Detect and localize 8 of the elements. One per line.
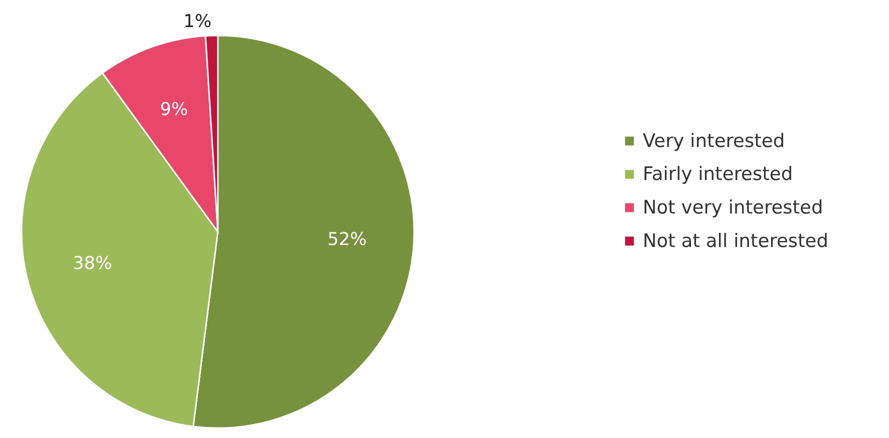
legend-label: Not at all interested: [642, 230, 828, 252]
data-label: 52%: [327, 230, 367, 250]
legend-label: Very interested: [642, 130, 785, 152]
legend-label: Fairly interested: [642, 164, 793, 186]
data-label: 1%: [183, 12, 212, 32]
legend-label: Not very interested: [642, 198, 824, 219]
data-label: 9%: [160, 100, 188, 120]
data-label: 38%: [72, 254, 112, 274]
